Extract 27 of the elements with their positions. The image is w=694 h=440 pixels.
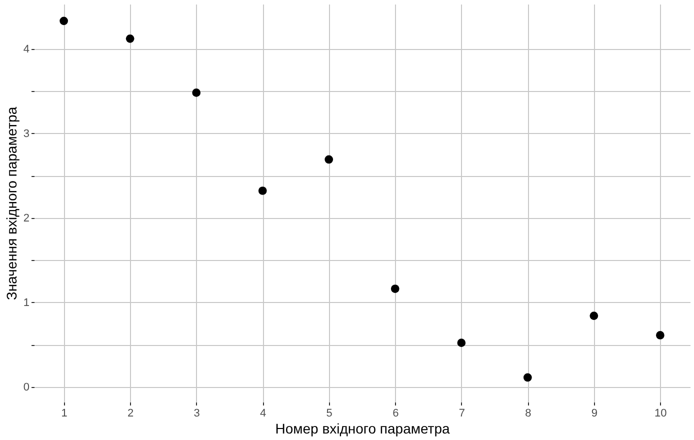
point: [523, 373, 532, 382]
x-tick-label: 9: [591, 408, 598, 420]
y-tick-label: 4: [23, 43, 30, 56]
x-tick-label: 1: [61, 408, 68, 420]
y-tick-label: 0: [23, 381, 30, 394]
y-tick-label: 1: [23, 296, 30, 309]
x-tick-label: 3: [194, 408, 200, 420]
x-tick-label: 2: [128, 408, 134, 420]
x-tick-label: 4: [260, 408, 266, 420]
point: [192, 88, 201, 97]
y-axis-title: Значення вхідного параметра: [3, 106, 20, 300]
x-axis-title: Номер вхідного параметра: [275, 420, 450, 436]
x-tick-label: 5: [326, 408, 332, 420]
x-tick-label: 6: [392, 408, 399, 420]
y-tick-label: 2: [23, 212, 30, 224]
x-tick-label: 10: [654, 408, 667, 420]
point: [60, 16, 68, 26]
x-tick-label: 7: [458, 408, 465, 420]
point: [390, 284, 400, 293]
point: [457, 338, 466, 348]
point: [590, 312, 598, 320]
y-tick-label: 3: [23, 128, 30, 140]
point: [324, 155, 334, 164]
x-tick-label: 8: [525, 408, 532, 420]
point: [656, 331, 664, 340]
point: [258, 186, 267, 195]
point: [126, 34, 134, 43]
